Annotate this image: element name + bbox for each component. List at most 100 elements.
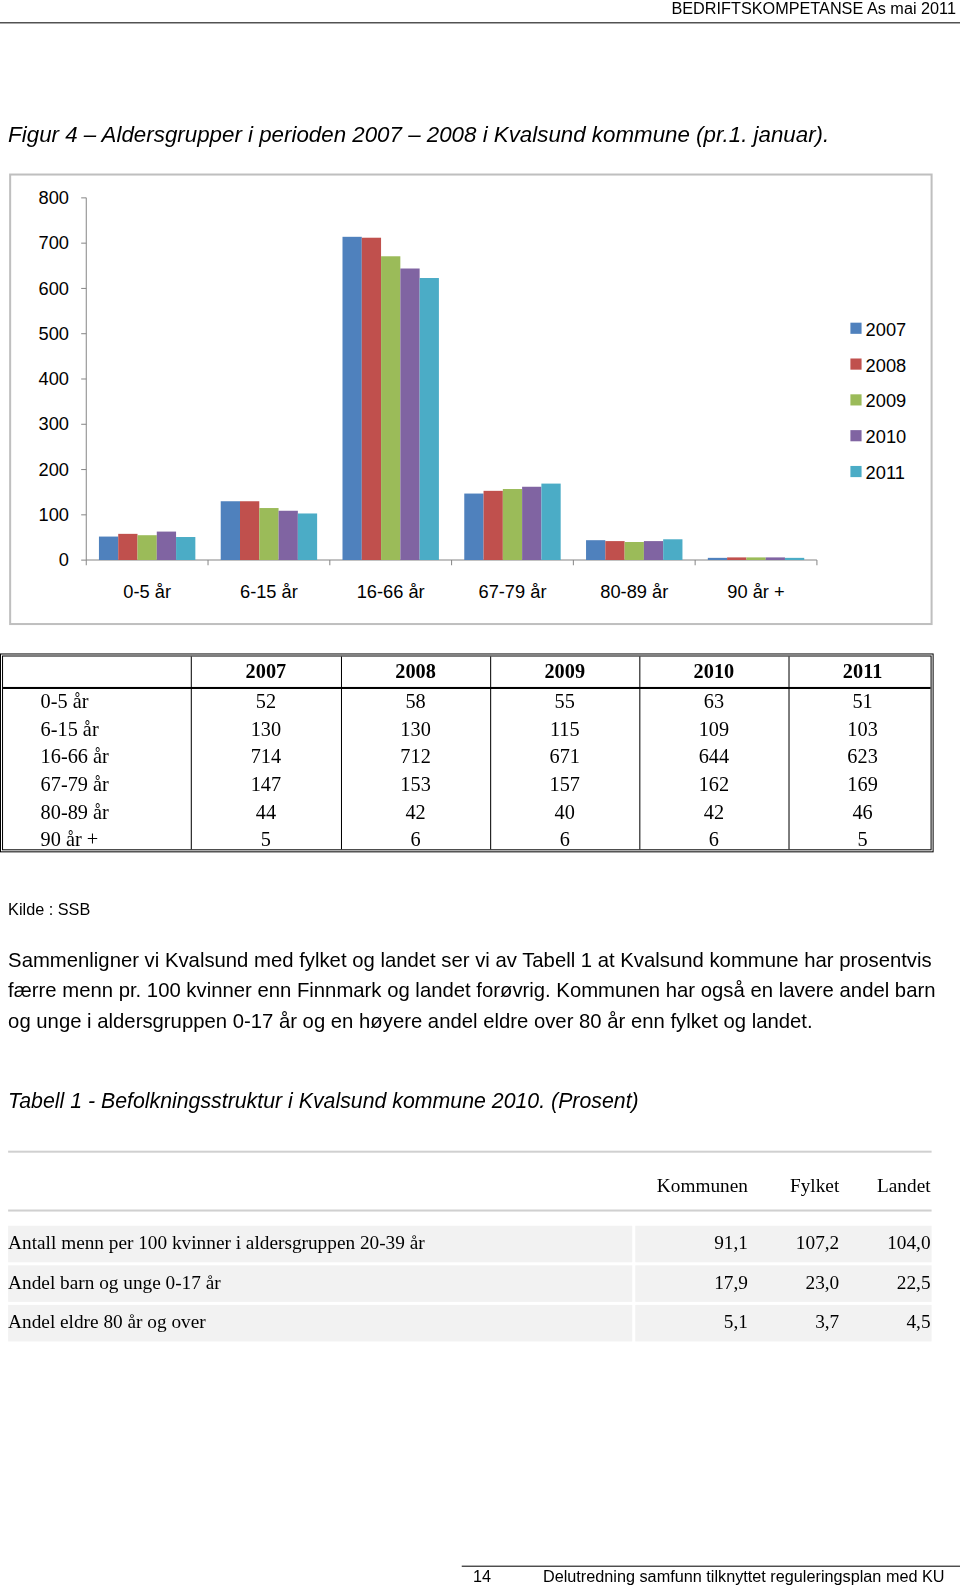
table-row-label: 90 år + [41, 828, 99, 851]
table1-cell: 5,1 [724, 1311, 748, 1333]
table-column-rule [490, 657, 491, 850]
table-cell: 147 [191, 773, 341, 796]
bars [99, 237, 804, 560]
data-table: 200720082009201020110-5 år52585563516-15… [0, 653, 934, 852]
table-cell: 130 [191, 718, 341, 741]
legend-label: 2007 [866, 319, 907, 340]
bar [240, 501, 259, 560]
table-cell: 130 [341, 718, 490, 741]
bar [381, 256, 400, 560]
x-tick-label: 0-5 år [123, 581, 171, 602]
legend-swatch [850, 466, 861, 477]
bar [157, 532, 176, 561]
table-header: 2007 [191, 660, 341, 683]
chart-frame [10, 175, 931, 625]
x-tick [86, 560, 87, 565]
chart: 01002003004005006007008000-5 år6-15 år16… [0, 0, 960, 639]
y-tick-label: 400 [39, 368, 69, 389]
table-column-rule [639, 657, 640, 850]
footer-rule [462, 1566, 960, 1567]
table-header: 2010 [639, 660, 788, 683]
y-tick-label: 200 [39, 459, 69, 480]
bar [541, 484, 560, 561]
x-tick-label: 16-66 år [357, 581, 425, 602]
table-row-label: 16-66 år [41, 745, 109, 768]
x-tick-label: 6-15 år [240, 581, 298, 602]
legend-swatch [850, 323, 861, 334]
source: Kilde : SSB [8, 901, 90, 919]
table-cell: 712 [341, 745, 490, 768]
y-tick [81, 197, 86, 198]
footer-text: Delutredning samfunn tilknyttet reguleri… [543, 1568, 945, 1586]
table1-caption: Tabell 1 - Befolkningsstruktur i Kvalsun… [8, 1089, 639, 1113]
bar [118, 534, 137, 560]
x-tick [329, 560, 330, 565]
bar [785, 558, 804, 560]
table-cell: 46 [788, 800, 936, 823]
table-header-rule [3, 687, 931, 689]
header-text: BEDRIFTSKOMPETANSE As mai 2011 [671, 0, 956, 18]
bar [746, 557, 765, 560]
table1-row-bg [635, 1305, 931, 1342]
y-tick-label: 600 [39, 278, 69, 299]
table-column-rule [788, 657, 789, 850]
y-tick [81, 243, 86, 244]
y-tick [81, 424, 86, 425]
bar [605, 541, 624, 560]
table-header: 2011 [788, 660, 936, 683]
table-header: 2008 [341, 660, 490, 683]
bar [586, 540, 605, 560]
bar [400, 269, 419, 561]
table-cell: 63 [639, 690, 788, 713]
table-cell: 52 [191, 690, 341, 713]
table-cell: 153 [341, 773, 490, 796]
legend-label: 2011 [866, 462, 905, 483]
y-tick [81, 560, 86, 561]
bar [484, 491, 503, 560]
y-tick [81, 469, 86, 470]
table1-cell: 3,7 [815, 1311, 839, 1333]
table1-cell: 107,2 [796, 1232, 839, 1254]
bar [342, 237, 361, 560]
footer-page: 14 [473, 1568, 491, 1586]
table1-row-label: Andel eldre 80 år og over [8, 1311, 206, 1333]
bar [298, 513, 317, 560]
page: BEDRIFTSKOMPETANSE As mai 2011Figur 4 – … [0, 0, 960, 1591]
x-tick [816, 560, 817, 565]
table1-header: Landet [877, 1175, 931, 1197]
table-row-label: 6-15 år [41, 718, 99, 741]
table-cell: 714 [191, 745, 341, 768]
bar [99, 537, 118, 561]
table-cell: 6 [490, 828, 639, 851]
legend-label: 2009 [866, 391, 907, 412]
y-tick-label: 700 [39, 232, 69, 253]
bar [362, 238, 381, 560]
table-column-rule [191, 657, 192, 850]
x-tick [451, 560, 452, 565]
table-cell: 157 [490, 773, 639, 796]
table1-row-bg [635, 1265, 931, 1302]
table-cell: 5 [191, 828, 341, 851]
bar [727, 557, 746, 560]
table-row-label: 80-89 år [41, 800, 109, 823]
table-cell: 671 [490, 745, 639, 768]
y-tick [81, 378, 86, 379]
y-tick [81, 288, 86, 289]
paragraph: Sammenligner vi Kvalsund med fylket og l… [8, 945, 957, 1036]
table-row-label: 67-79 år [41, 773, 109, 796]
table-cell: 6 [639, 828, 788, 851]
legend-swatch [850, 394, 861, 405]
table-cell: 44 [191, 800, 341, 823]
bar [138, 535, 157, 560]
header-rule [0, 22, 960, 23]
bar [279, 511, 298, 560]
table1-row-label: Antall menn per 100 kvinner i aldersgrup… [8, 1232, 425, 1254]
y-tick-label: 300 [39, 413, 69, 434]
legend-label: 2010 [866, 426, 907, 447]
table-cell: 644 [639, 745, 788, 768]
y-tick-label: 500 [39, 323, 69, 344]
x-tick [208, 560, 209, 565]
bar [221, 501, 240, 560]
table-cell: 162 [639, 773, 788, 796]
bar [644, 541, 663, 560]
